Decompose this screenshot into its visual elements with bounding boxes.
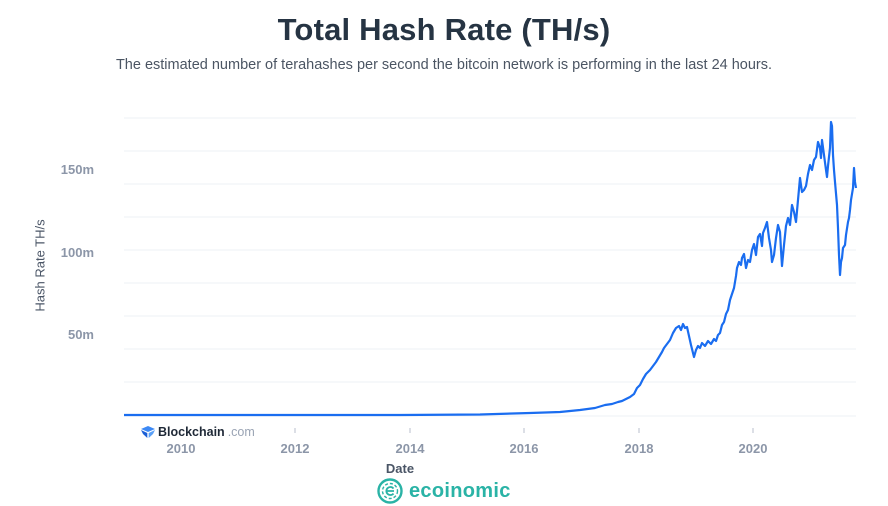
x-tick-2020: 2020 — [738, 441, 768, 456]
chart-subtitle: The estimated number of terahashes per s… — [115, 57, 773, 73]
y-axis-label: Hash Rate TH/s — [32, 219, 48, 312]
ecoinomic-coin-icon — [377, 478, 403, 504]
x-tick-marks — [294, 428, 754, 433]
x-tick-2012: 2012 — [280, 441, 310, 456]
y-tick-100m: 100m — [60, 245, 94, 260]
blockchain-cube-icon — [141, 426, 155, 438]
blockchain-name: Blockchain — [158, 425, 225, 439]
blockchain-logo: Blockchain .com — [141, 425, 255, 439]
x-tick-2016: 2016 — [509, 441, 539, 456]
chart-title: Total Hash Rate (TH/s) — [277, 12, 611, 47]
ecoinomic-watermark: ecoinomic — [377, 478, 511, 504]
x-tick-2018: 2018 — [624, 441, 654, 456]
ecoinomic-text: ecoinomic — [409, 479, 511, 502]
x-tick-2014: 2014 — [395, 441, 425, 456]
blockchain-suffix: .com — [227, 425, 255, 439]
x-tick-2010: 2010 — [166, 441, 196, 456]
y-tick-150m: 150m — [60, 162, 94, 177]
hash-rate-line — [124, 120, 858, 417]
x-axis-label: Date — [385, 461, 415, 476]
y-tick-50m: 50m — [67, 327, 94, 342]
